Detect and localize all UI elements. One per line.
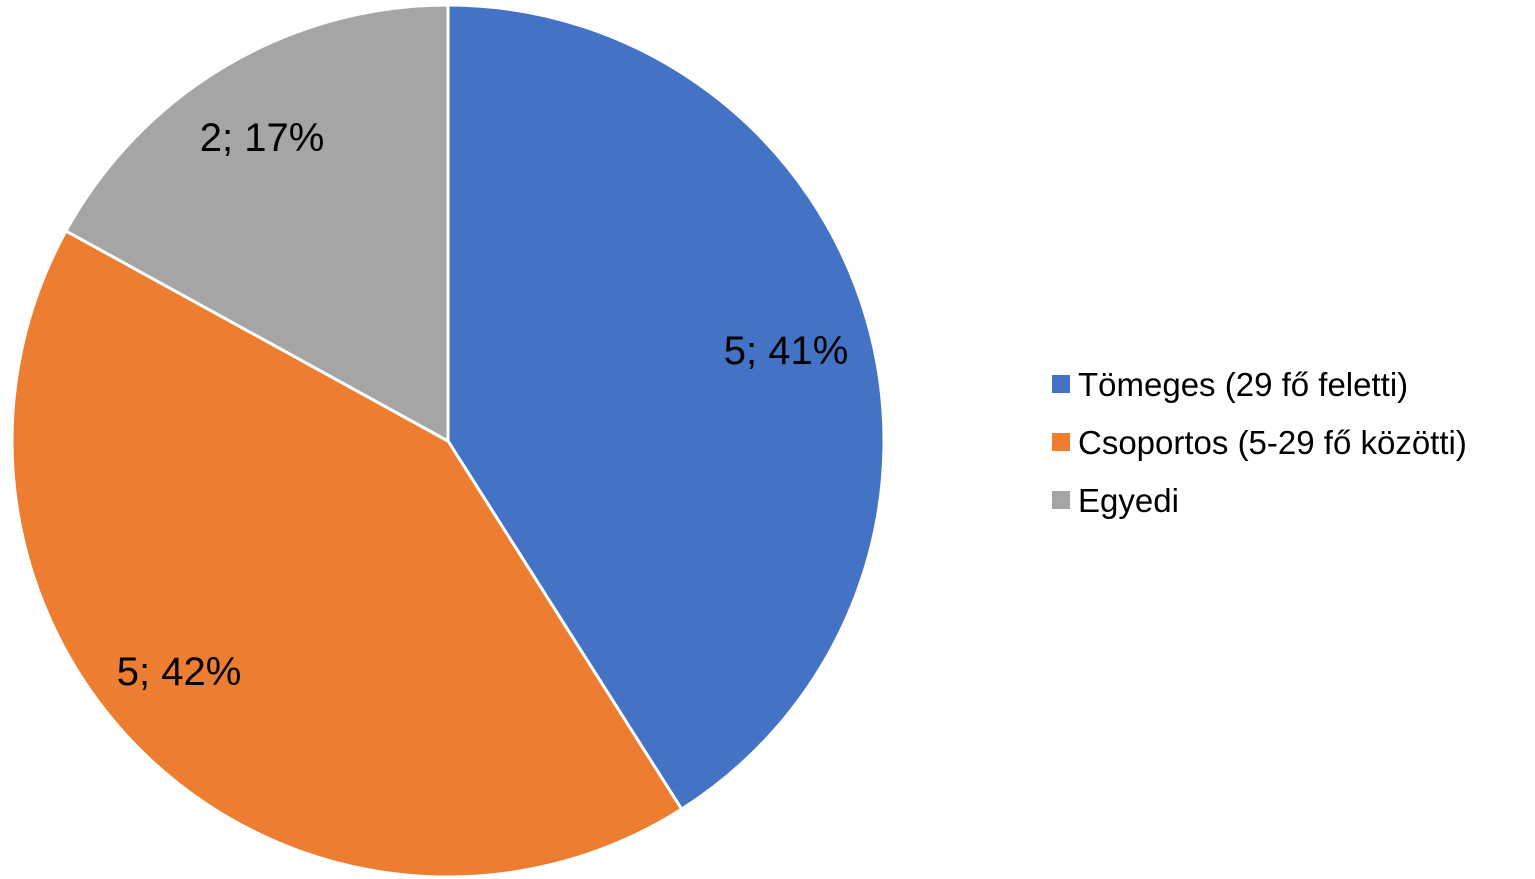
legend-item-csoportos: Csoportos (5-29 fő közötti): [1052, 424, 1467, 461]
legend-swatch-egyedi: [1052, 491, 1070, 509]
legend-label-egyedi: Egyedi: [1078, 482, 1179, 519]
legend-label-csoportos: Csoportos (5-29 fő közötti): [1078, 424, 1467, 461]
pie-slice-tomeges: [446, 3, 886, 811]
legend-swatch-csoportos: [1052, 433, 1070, 451]
data-label-csoportos: 5; 42%: [117, 650, 242, 694]
pie-slices: [10, 3, 886, 879]
legend-item-egyedi: Egyedi: [1052, 482, 1179, 519]
pie-slice-egyedi: [64, 3, 450, 443]
legend-item-tomeges: Tömeges (29 fő feletti): [1052, 366, 1408, 403]
legend: Tömeges (29 fő feletti) Csoportos (5-29 …: [1052, 366, 1467, 519]
pie-slice-csoportos: [10, 229, 684, 879]
legend-swatch-tomeges: [1052, 375, 1070, 393]
pie-data-labels: 5; 41% 5; 42% 2; 17%: [117, 116, 849, 694]
data-label-egyedi: 2; 17%: [200, 116, 325, 160]
data-label-tomeges: 5; 41%: [724, 329, 849, 373]
legend-label-tomeges: Tömeges (29 fő feletti): [1078, 366, 1408, 403]
